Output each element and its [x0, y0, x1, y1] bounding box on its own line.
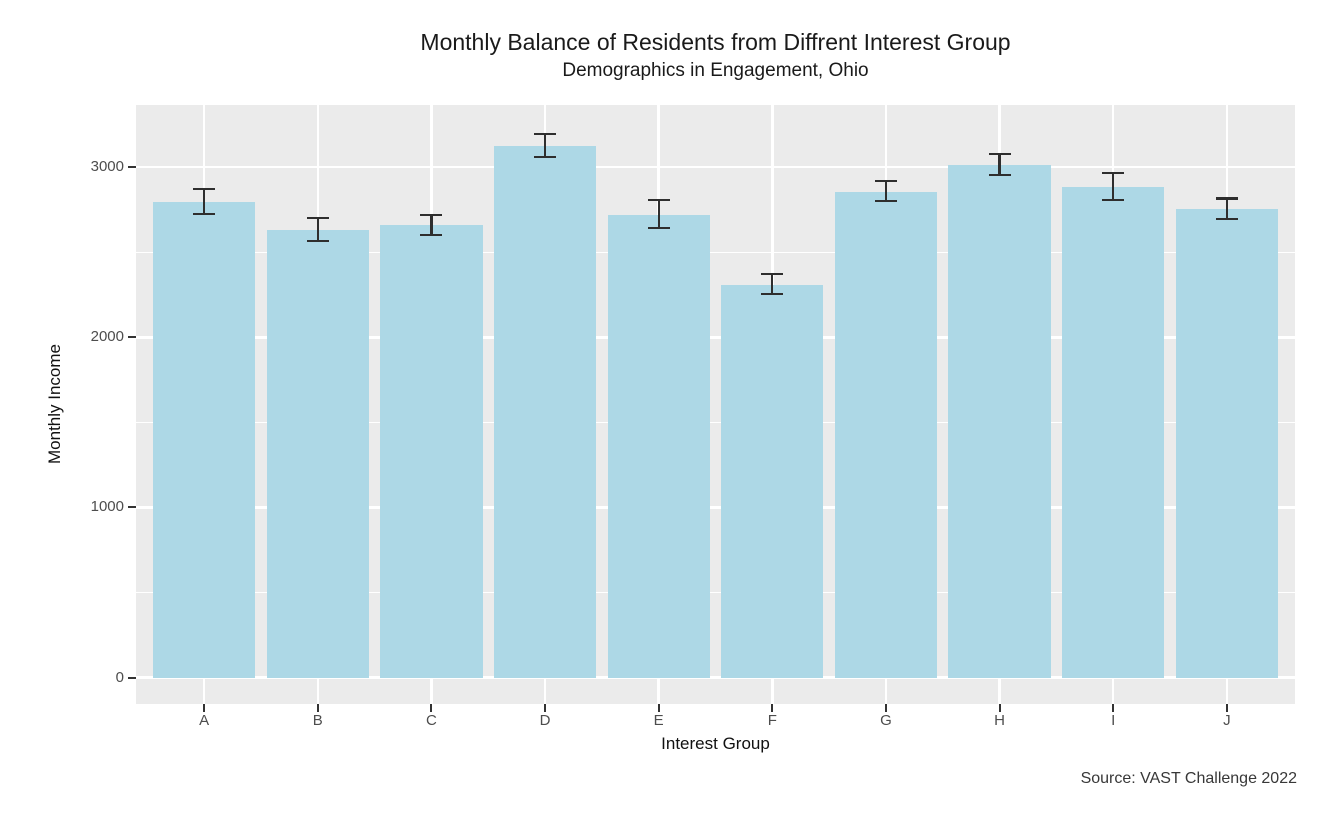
- gridline-minor-y: [136, 591, 1295, 594]
- error-bar-cap-top: [647, 199, 670, 202]
- y-tick-label: 0: [115, 668, 124, 686]
- bar-B: [266, 230, 369, 678]
- bar-J: [1175, 208, 1278, 678]
- bar-H: [948, 164, 1051, 678]
- x-tick-mark: [771, 704, 774, 712]
- x-tick-label: H: [994, 712, 1005, 729]
- error-bar-stem: [1225, 198, 1228, 219]
- x-tick-label: D: [539, 712, 551, 729]
- error-bar-stem: [203, 189, 206, 214]
- x-tick-label: E: [653, 712, 664, 729]
- y-tick-label: 3000: [90, 158, 124, 176]
- plot-panel: [136, 105, 1295, 704]
- gridline-minor-y: [136, 421, 1295, 423]
- x-tick-label: A: [199, 712, 210, 729]
- x-tick-mark: [884, 704, 887, 712]
- error-bar-cap-bottom: [647, 227, 670, 230]
- x-tick-label: C: [426, 712, 437, 729]
- gridline-major-y: [136, 506, 1295, 509]
- chart-subtitle: Demographics in Engagement, Ohio: [562, 60, 869, 81]
- error-bar-stem: [316, 218, 319, 242]
- error-bar-cap-bottom: [420, 234, 443, 237]
- x-tick-label: J: [1223, 712, 1231, 729]
- bar-D: [493, 145, 597, 678]
- error-bar-cap-bottom: [534, 155, 557, 158]
- error-bar-stem: [543, 133, 547, 157]
- y-tick-mark: [128, 506, 136, 509]
- x-tick-mark: [657, 704, 660, 712]
- error-bar-cap-bottom: [761, 292, 784, 295]
- error-bar-cap-bottom: [1102, 199, 1125, 202]
- error-bar-stem: [1112, 173, 1115, 201]
- error-bar-cap-bottom: [1215, 217, 1238, 221]
- bar-E: [607, 214, 710, 678]
- y-tick-label: 1000: [90, 498, 124, 516]
- x-tick-mark: [1225, 704, 1228, 712]
- x-tick-mark: [998, 704, 1001, 712]
- error-bar-stem: [657, 200, 660, 229]
- error-bar-stem: [430, 214, 433, 236]
- gridline-major-y: [136, 336, 1295, 339]
- error-bar-cap-bottom: [306, 240, 329, 243]
- x-tick-mark: [544, 704, 547, 712]
- error-bar-cap-bottom: [874, 200, 897, 203]
- error-bar-stem: [771, 274, 774, 294]
- bar-F: [721, 284, 824, 678]
- x-tick-label: B: [312, 712, 323, 729]
- y-tick-mark: [128, 166, 136, 169]
- error-bar-stem: [884, 180, 888, 202]
- gridline-major-y: [136, 676, 1295, 679]
- x-tick-mark: [430, 704, 433, 712]
- error-bar-cap-top: [1102, 171, 1125, 175]
- x-tick-label: I: [1111, 712, 1116, 729]
- chart-title: Monthly Balance of Residents from Diffre…: [420, 29, 1011, 55]
- y-tick-mark: [128, 336, 136, 339]
- y-axis-title: Monthly Income: [45, 344, 64, 464]
- error-bar-cap-bottom: [193, 212, 216, 215]
- bar-A: [153, 201, 256, 678]
- error-bar-cap-top: [988, 153, 1011, 156]
- bar-G: [834, 191, 938, 678]
- x-tick-mark: [1112, 704, 1115, 712]
- error-bar-cap-top: [1215, 197, 1238, 200]
- gridline-major-y: [136, 165, 1295, 169]
- error-bar-cap-top: [874, 179, 897, 182]
- gridline-minor-y: [136, 251, 1295, 253]
- error-bar-cap-top: [193, 188, 216, 191]
- error-bar-cap-bottom: [988, 173, 1011, 176]
- error-bar-cap-top: [420, 213, 443, 216]
- x-tick-label: G: [880, 712, 892, 729]
- y-tick-mark: [128, 676, 136, 679]
- y-tick-label: 2000: [90, 328, 124, 346]
- chart-caption: Source: VAST Challenge 2022: [1080, 770, 1297, 787]
- error-bar-cap-top: [534, 132, 557, 136]
- x-tick-label: F: [767, 712, 777, 729]
- error-bar-cap-top: [306, 217, 329, 220]
- error-bar-stem: [998, 154, 1001, 175]
- x-axis-title: Interest Group: [661, 734, 770, 753]
- x-tick-mark: [316, 704, 319, 712]
- x-tick-mark: [203, 704, 206, 712]
- bar-I: [1062, 186, 1165, 678]
- error-bar-cap-top: [761, 273, 784, 276]
- bar-C: [380, 224, 483, 678]
